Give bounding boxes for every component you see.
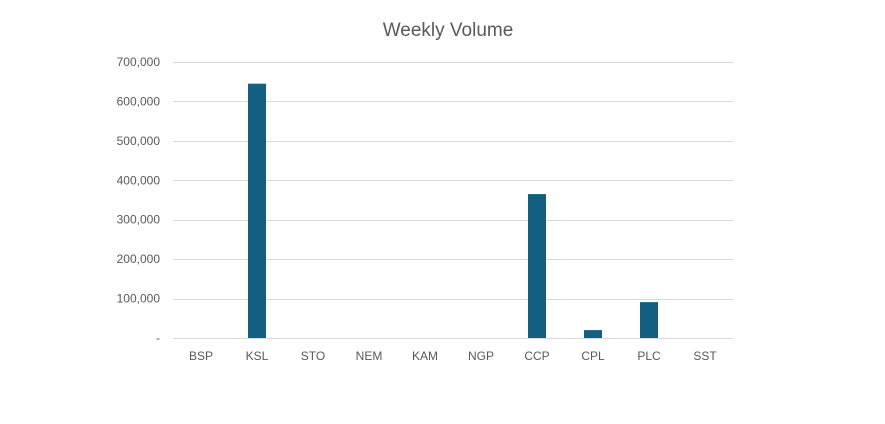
y-tick-label: 400,000 bbox=[117, 173, 161, 187]
x-tick-label-ksl: KSL bbox=[246, 349, 269, 363]
x-axis-tick-labels: BSP KSL STO NEM KAM NGP CCP CPL PLC SST bbox=[189, 349, 717, 363]
x-tick-label-sst: SST bbox=[693, 349, 717, 363]
x-tick-label-ccp: CCP bbox=[524, 349, 549, 363]
y-tick-label: 300,000 bbox=[117, 213, 161, 227]
x-tick-label-nem: NEM bbox=[356, 349, 383, 363]
bars bbox=[248, 83, 658, 338]
x-tick-label-bsp: BSP bbox=[189, 349, 213, 363]
chart-title: Weekly Volume bbox=[383, 20, 514, 41]
y-tick-label: 100,000 bbox=[117, 292, 161, 306]
y-tick-label: 600,000 bbox=[117, 94, 161, 108]
x-tick-label-sto: STO bbox=[301, 349, 325, 363]
y-tick-label: 200,000 bbox=[117, 252, 161, 266]
x-tick-label-plc: PLC bbox=[637, 349, 661, 363]
x-tick-label-ngp: NGP bbox=[468, 349, 494, 363]
y-tick-label: 700,000 bbox=[117, 55, 161, 69]
bar-ccp bbox=[528, 194, 546, 338]
bar-cpl bbox=[584, 330, 602, 338]
y-axis-tick-labels: - 100,000 200,000 300,000 400,000 500,000 600,… bbox=[117, 55, 161, 345]
bar-ksl bbox=[248, 83, 266, 338]
y-tick-label: 500,000 bbox=[117, 134, 161, 148]
gridlines bbox=[173, 62, 733, 339]
x-tick-label-kam: KAM bbox=[412, 349, 438, 363]
bar-plc bbox=[640, 302, 658, 338]
x-tick-label-cpl: CPL bbox=[581, 349, 605, 363]
y-tick-label: - bbox=[156, 331, 160, 345]
